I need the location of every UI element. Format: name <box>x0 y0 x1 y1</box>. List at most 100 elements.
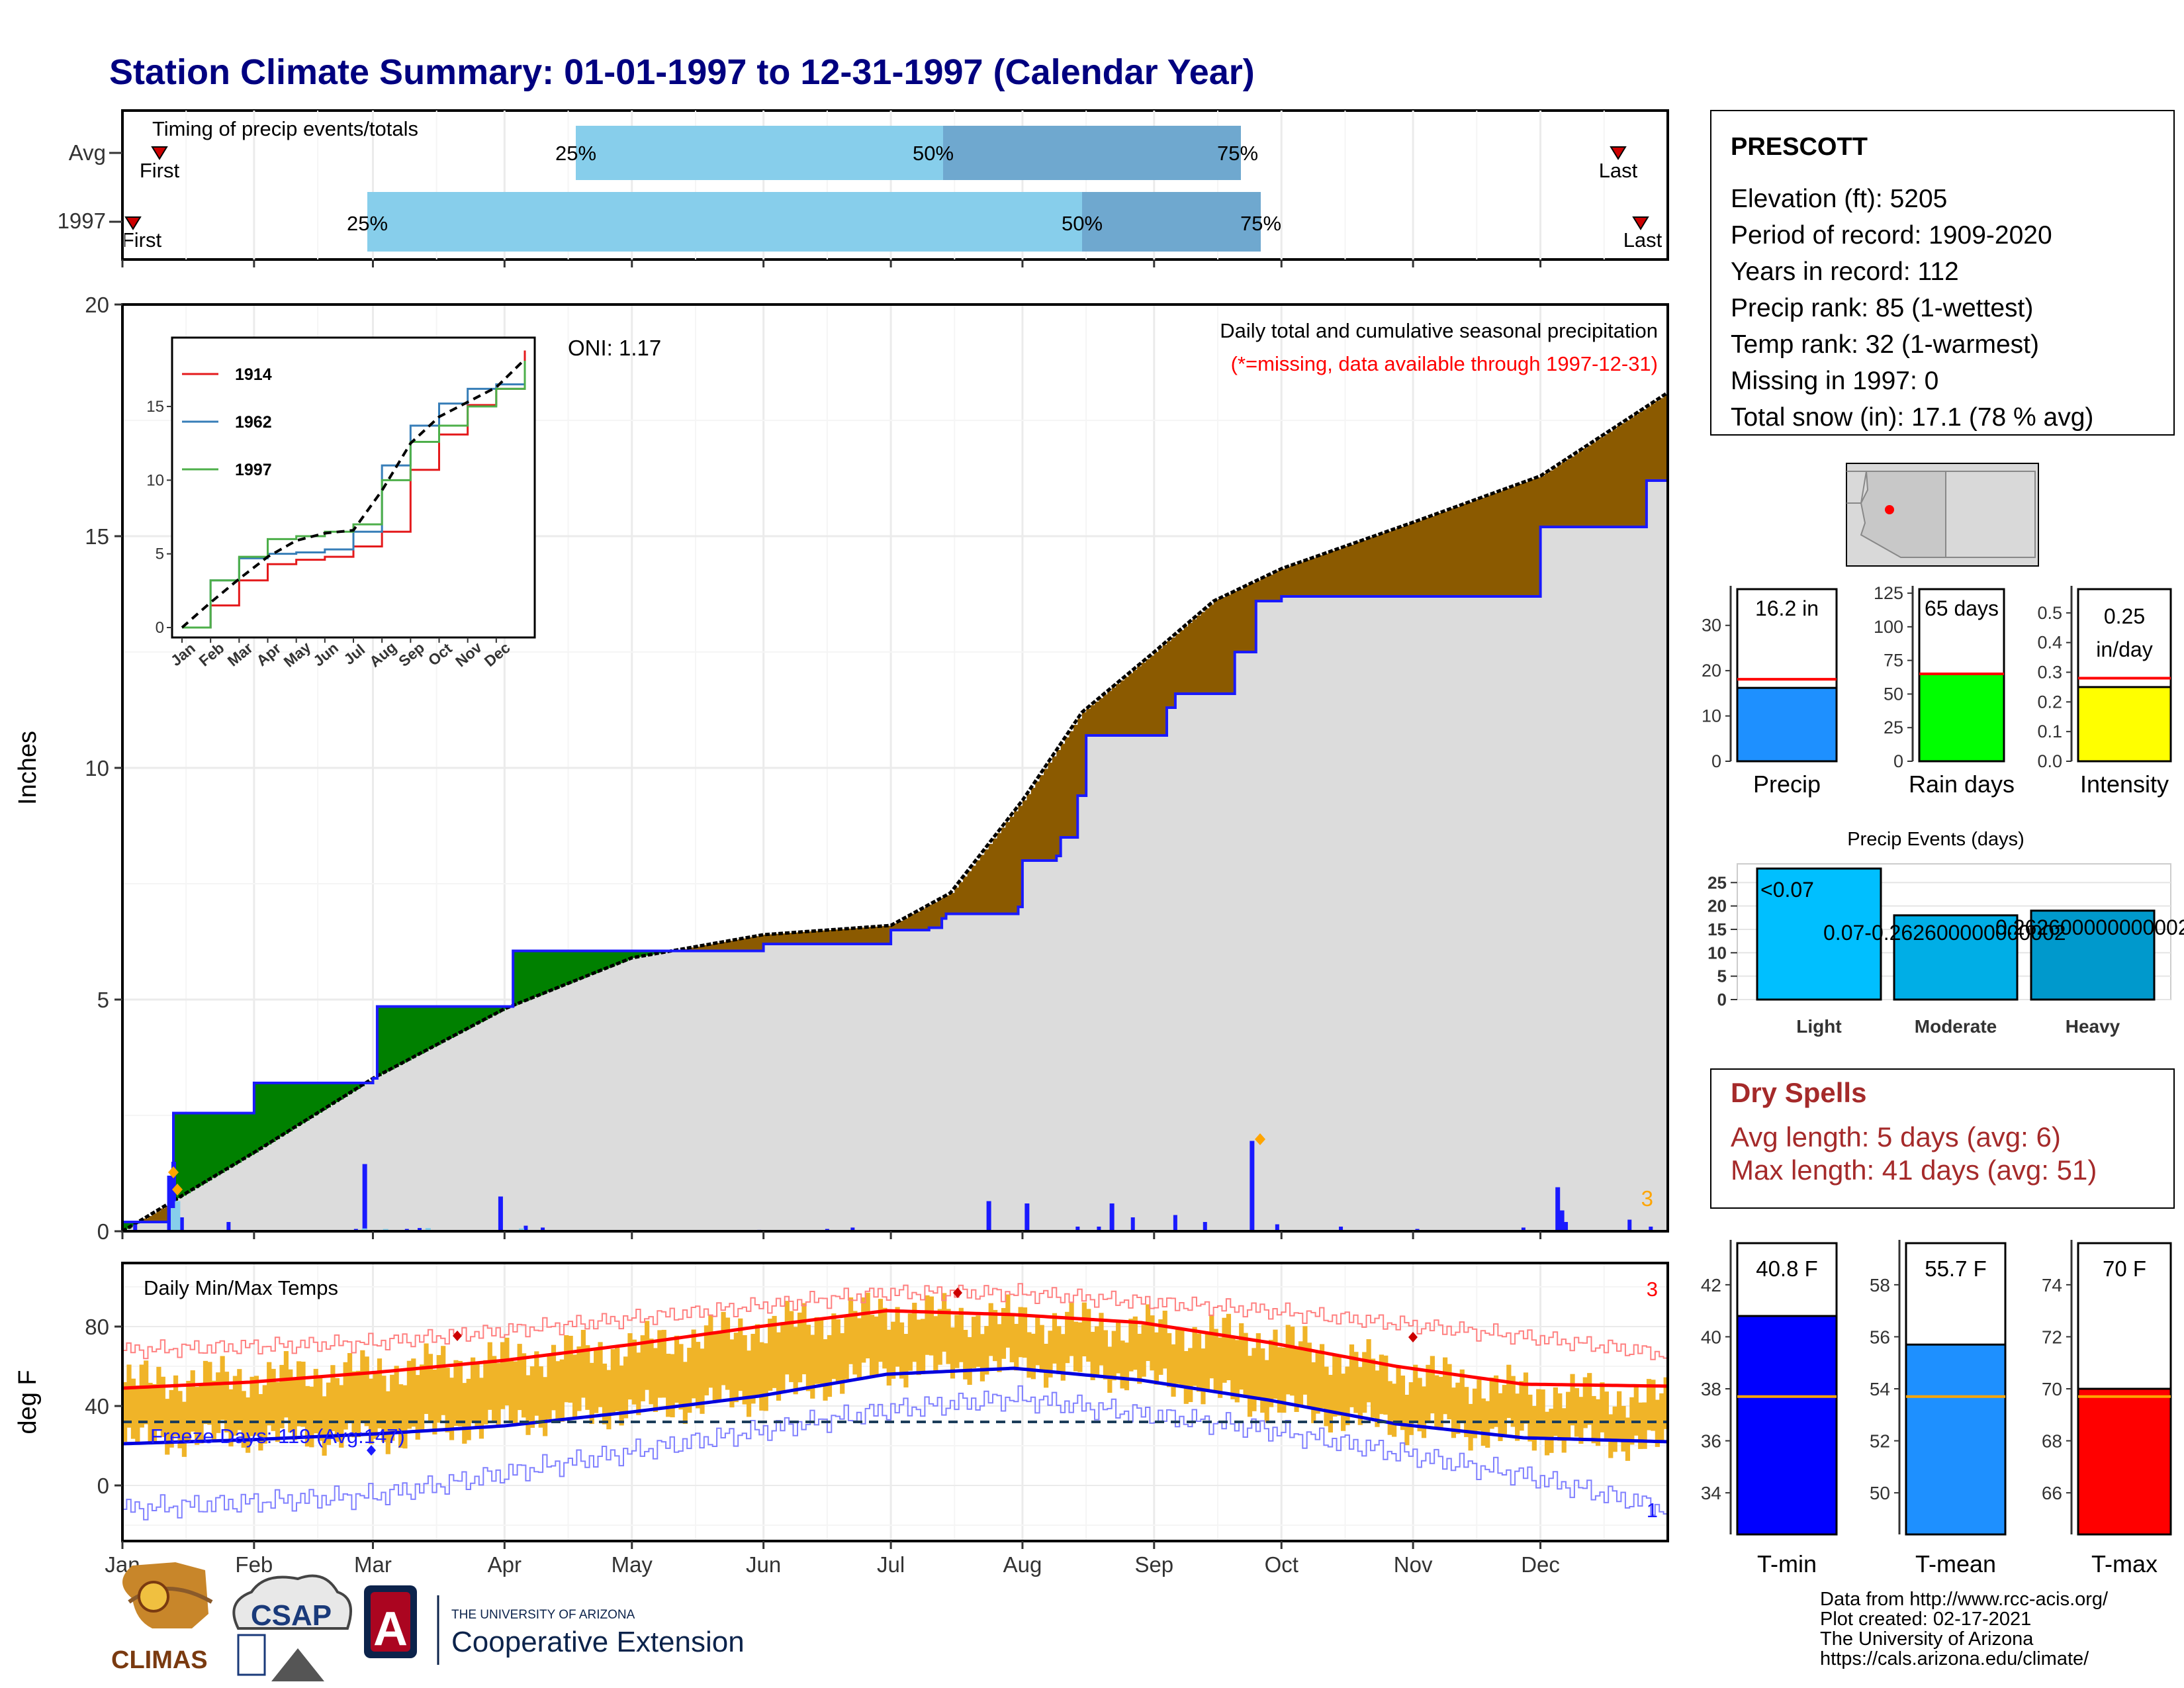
intensity-unit: in/day <box>2096 637 2152 661</box>
daily-temp-range-bar <box>564 1335 569 1403</box>
daily-temp-range-bar <box>572 1354 578 1418</box>
temp-y-axis-label: deg F <box>14 1370 42 1434</box>
events-y-tick-label: 20 <box>1707 896 1727 916</box>
daily-temp-range-bar <box>772 1315 777 1388</box>
summary-y-tick-label: 30 <box>1702 616 1721 635</box>
daily-temp-range-bar <box>627 1333 633 1400</box>
daily-temp-range-bar <box>203 1360 208 1425</box>
timing-1997-first-label: First <box>122 228 162 252</box>
daily-temp-range-bar <box>1018 1307 1023 1358</box>
daily-temp-range-bar <box>874 1316 879 1377</box>
daily-precip-bar <box>1097 1227 1101 1231</box>
daily-temp-range-bar <box>1273 1329 1278 1399</box>
daily-temp-range-bar <box>296 1361 302 1427</box>
daily-temp-range-bar <box>1158 1319 1163 1375</box>
ua-cooperative-extension: Cooperative Extension <box>451 1626 745 1658</box>
daily-temp-range-bar <box>318 1378 323 1441</box>
daily-temp-range-bar <box>1081 1302 1087 1356</box>
daily-temp-range-bar <box>1387 1381 1392 1435</box>
timing-1997-75: 75% <box>1240 212 1281 235</box>
average-cumulative-line <box>121 391 1669 1233</box>
daily-temp-range-bar <box>950 1327 956 1379</box>
daily-temp-range-bar <box>373 1372 378 1439</box>
daily-snow-bar <box>361 1228 367 1231</box>
events-heavy-label: 0.262600000000002+ <box>1995 915 2184 939</box>
daily-temp-range-bar <box>1069 1303 1074 1356</box>
daily-temp-range-bar <box>207 1362 212 1425</box>
daily-temp-range-bar <box>462 1383 467 1444</box>
daily-temp-range-bar <box>334 1378 340 1442</box>
daily-temp-range-bar <box>942 1293 947 1352</box>
daily-temp-range-bar <box>436 1355 441 1423</box>
daily-temp-range-bar <box>1056 1326 1062 1374</box>
daily-temp-range-bar <box>398 1384 404 1448</box>
daily-temp-range-bar <box>513 1361 518 1425</box>
daily-temp-range-bar <box>1277 1347 1283 1413</box>
daily-temp-range-bar <box>886 1329 891 1386</box>
daily-temp-range-bar <box>1039 1325 1044 1373</box>
daily-temp-range-bar <box>232 1376 238 1436</box>
daily-temp-range-bar <box>754 1324 760 1396</box>
daily-temp-range-bar <box>1260 1348 1265 1413</box>
daily-precip-bar <box>362 1164 367 1231</box>
climas-logo: CLIMAS <box>111 1562 213 1674</box>
temp-series-record-min <box>122 1385 1668 1521</box>
daily-precip-bar <box>1075 1227 1080 1231</box>
station-name: PRESCOTT <box>1731 133 1868 161</box>
daily-temp-range-bar <box>1001 1307 1007 1359</box>
daily-precip-bar <box>1559 1210 1565 1231</box>
daily-snow-bar <box>170 1208 176 1231</box>
temp-summary-bar-t-mean <box>1905 1343 2007 1536</box>
daily-temp-range-bar <box>1201 1348 1206 1405</box>
daily-temp-range-bar <box>789 1311 794 1382</box>
daily-temp-range-bar <box>1341 1374 1346 1431</box>
daily-temp-range-bar <box>271 1368 276 1431</box>
daily-temp-range-bar <box>1438 1376 1443 1430</box>
summary-y-tick-label: 10 <box>1702 706 1721 726</box>
daily-temp-range-bar <box>1239 1323 1244 1390</box>
daily-temp-range-bar <box>708 1315 713 1388</box>
daily-temp-range-bar <box>920 1319 926 1374</box>
daily-temp-range-bar <box>1005 1294 1011 1348</box>
daily-temp-range-bar <box>1336 1354 1342 1416</box>
daily-temp-range-bar <box>653 1348 659 1412</box>
daily-temp-range-bar <box>882 1307 887 1369</box>
dry-spells-frame <box>1710 1068 2175 1209</box>
station-line: Period of record: 1909-2020 <box>1731 221 2052 250</box>
inset-y-tick-label: 15 <box>146 398 164 416</box>
daily-temp-range-bar <box>1124 1342 1130 1391</box>
daily-temp-range-bar <box>585 1345 590 1410</box>
temp-summary-value: 55.7 F <box>1925 1256 1987 1281</box>
daily-temp-range-bar <box>899 1322 905 1379</box>
daily-temp-range-bar <box>1400 1376 1406 1430</box>
summary-bar-label: Precip <box>1753 771 1821 798</box>
daily-temp-range-bar <box>615 1347 620 1411</box>
daily-snow-bar <box>425 1228 431 1231</box>
record-high-marker-mar <box>453 1331 462 1341</box>
daily-temp-range-bar <box>1022 1307 1028 1358</box>
daily-temp-range-bar <box>330 1365 336 1432</box>
daily-temp-range-bar <box>933 1316 938 1371</box>
daily-temp-range-bar <box>1247 1356 1253 1417</box>
daily-temp-range-bar <box>1366 1339 1371 1403</box>
daily-temp-range-bar <box>856 1318 862 1380</box>
daily-temp-range-bar <box>1302 1326 1308 1395</box>
station-line: Temp rank: 32 (1-warmest) <box>1731 330 2039 359</box>
daily-temp-range-bar <box>1328 1374 1334 1433</box>
daily-temp-range-bar <box>177 1391 183 1448</box>
daily-temp-range-bar <box>823 1339 828 1401</box>
daily-temp-range-bar <box>1218 1337 1223 1398</box>
daily-temp-range-bar <box>457 1360 463 1427</box>
daily-precip-bar <box>1564 1222 1569 1231</box>
y-tick-label: 5 <box>97 988 109 1012</box>
daily-temp-range-bar <box>1430 1356 1435 1414</box>
daily-temp-range-bar <box>1319 1344 1325 1409</box>
daily-temp-range-bar <box>1506 1364 1512 1419</box>
daily-temp-range-bar <box>543 1377 548 1436</box>
daily-temp-range-bar <box>1171 1344 1176 1397</box>
summary-y-tick-label: 0.1 <box>2037 722 2062 741</box>
daily-temp-range-bar <box>1179 1328 1185 1385</box>
daily-temp-range-bar <box>979 1334 985 1382</box>
daily-precip-bar <box>171 1162 176 1231</box>
